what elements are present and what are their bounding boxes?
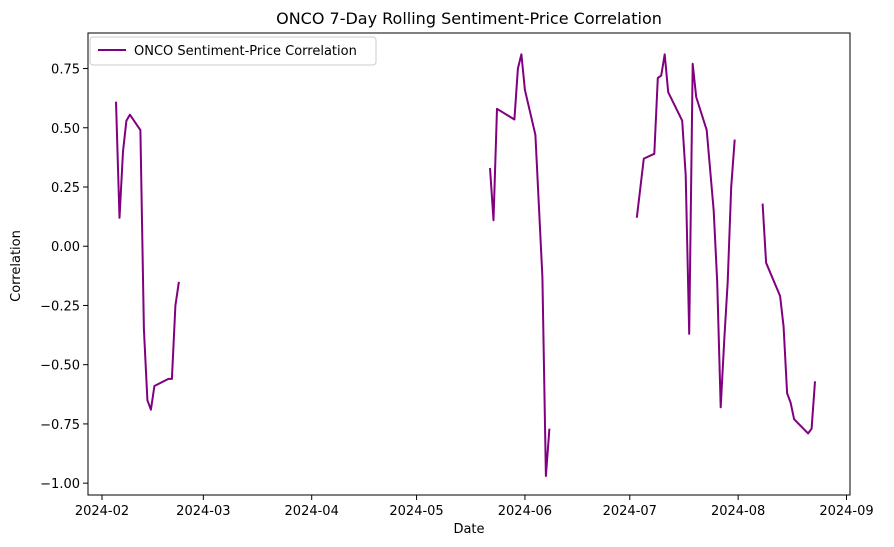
y-tick-label: 0.75 [51,63,80,78]
series-line-segment [761,203,816,435]
series-line-segment [115,101,180,411]
x-tick-label: 2024-07 [603,504,657,519]
x-axis-ticks: 2024-02 2024-03 2024-04 2024-05 2024-06 2024-… [75,495,874,519]
x-tick-label: 2024-03 [176,504,230,519]
series-line-segment [635,53,736,409]
x-tick-label: 2024-09 [819,504,873,519]
chart-title: ONCO 7-Day Rolling Sentiment-Price Corre… [276,9,662,28]
x-tick-label: 2024-02 [75,504,129,519]
y-tick-label: −0.75 [40,418,80,433]
y-tick-label: 0.25 [51,181,80,196]
y-tick-label: −1.00 [40,477,80,492]
x-axis-title: Date [453,522,484,537]
y-tick-label: −0.25 [40,299,80,314]
y-axis-title: Correlation [9,230,24,302]
series-line-segment [489,53,551,477]
x-tick-label: 2024-08 [711,504,765,519]
legend: ONCO Sentiment-Price Correlation [89,36,377,66]
y-axis-ticks: −1.00 −0.75 −0.50 −0.25 0.00 0.25 0.50 0.75 [40,63,88,492]
plot-lines [115,53,816,477]
plot-area-frame [87,32,851,496]
y-tick-label: 0.00 [51,240,80,255]
legend-label: ONCO Sentiment-Price Correlation [134,44,357,59]
y-tick-label: 0.50 [51,122,80,137]
y-tick-label: −0.50 [40,359,80,374]
legend-box [89,36,377,66]
x-tick-label: 2024-04 [285,504,339,519]
x-tick-label: 2024-05 [389,504,443,519]
x-tick-label: 2024-06 [498,504,552,519]
